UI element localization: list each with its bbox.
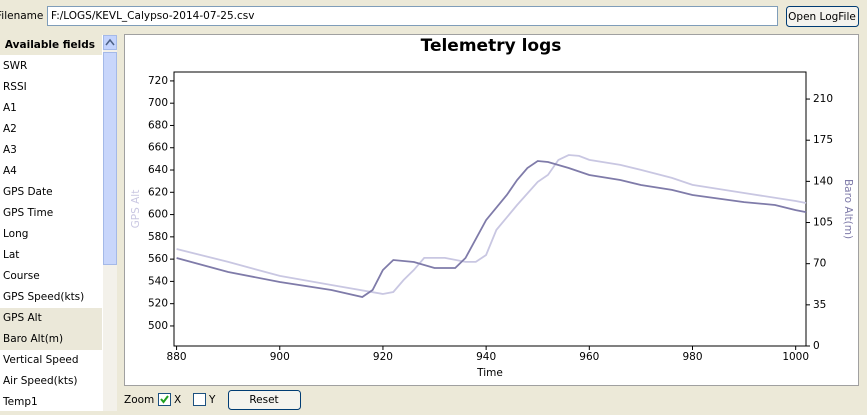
field-item[interactable]: A3 [3, 144, 17, 156]
field-item[interactable]: GPS Speed(kts) [3, 291, 84, 303]
y2-tick-label: 105 [813, 217, 833, 229]
field-item[interactable]: GPS Date [3, 186, 53, 198]
field-item[interactable]: GPS Time [3, 207, 53, 219]
field-item[interactable]: A4 [3, 165, 17, 177]
y2-tick-label: 0 [813, 340, 820, 352]
field-item[interactable]: Lat [3, 249, 19, 261]
field-item[interactable]: Long [3, 228, 28, 240]
scroll-up[interactable] [103, 35, 117, 50]
field-item[interactable]: A2 [3, 123, 17, 135]
open-button[interactable] [786, 6, 859, 27]
scroll-thumb[interactable] [103, 52, 117, 265]
y2-tick-label: 175 [813, 134, 833, 146]
checkbox-label: Y [208, 394, 216, 406]
zoom-label: Zoom [124, 394, 154, 406]
x-tick-label: 960 [579, 351, 599, 363]
y2-axis-label: Baro Alt(m) [842, 179, 854, 239]
series-line [176, 154, 807, 295]
x-tick-label: 920 [373, 351, 393, 363]
y-tick-label: 560 [148, 253, 168, 265]
reset-button[interactable] [228, 390, 301, 410]
chart-panel [124, 34, 859, 386]
field-item[interactable]: RSSI [3, 81, 27, 93]
checkmark [160, 395, 169, 404]
series-line [176, 160, 807, 298]
x-tick-label: 880 [167, 351, 187, 363]
y2-tick-label: 70 [813, 258, 826, 270]
field-item[interactable]: Course [3, 270, 40, 282]
y-tick-label: 700 [148, 97, 168, 109]
scroll-arrow [105, 38, 115, 46]
field-item[interactable]: A1 [3, 102, 17, 114]
y2-tick-label: 210 [813, 93, 833, 105]
field-item[interactable]: Vertical Speed [3, 354, 79, 366]
y2-tick-label: 140 [813, 175, 833, 187]
field-list-title: Available fields [5, 39, 95, 51]
x-tick-label: 940 [476, 351, 496, 363]
filename-label: Filename [0, 10, 43, 22]
checkbox[interactable] [193, 393, 206, 406]
y-axis-label: GPS Alt [130, 190, 142, 229]
x-tick-label: 980 [682, 351, 702, 363]
y-tick-label: 500 [148, 320, 168, 332]
field-item[interactable]: GPS Alt [3, 312, 42, 324]
x-axis-label: Time [476, 367, 503, 379]
chart-title: Telemetry logs [421, 36, 562, 56]
field-item[interactable]: SWR [3, 60, 27, 72]
open-button-label: Open LogFile [788, 11, 856, 23]
y-tick-label: 660 [148, 142, 168, 154]
field-list-header [0, 35, 102, 55]
reset-button-label: Reset [249, 394, 278, 406]
y2-tick-label: 35 [813, 299, 826, 311]
y-tick-label: 540 [148, 275, 168, 287]
checkbox-label: X [174, 394, 181, 406]
plot-area [173, 71, 807, 347]
y-tick-label: 620 [148, 186, 168, 198]
y-tick-label: 680 [148, 119, 168, 131]
field-item[interactable]: Baro Alt(m) [3, 333, 63, 345]
y-tick-label: 600 [148, 209, 168, 221]
y-tick-label: 640 [148, 164, 168, 176]
y-tick-label: 580 [148, 231, 168, 243]
x-tick-label: 1000 [782, 351, 809, 363]
field-highlight [0, 308, 102, 329]
y-tick-label: 720 [148, 75, 168, 87]
y-tick-label: 520 [148, 298, 168, 310]
field-item[interactable]: Air Speed(kts) [3, 375, 78, 387]
x-tick-label: 900 [270, 351, 290, 363]
filename-value: F:/LOGS/KEVL_Calypso-2014-07-25.csv [51, 10, 254, 22]
field-highlight [0, 329, 102, 350]
filename-input[interactable] [47, 6, 778, 26]
field-item[interactable]: Temp1 [2, 396, 38, 408]
